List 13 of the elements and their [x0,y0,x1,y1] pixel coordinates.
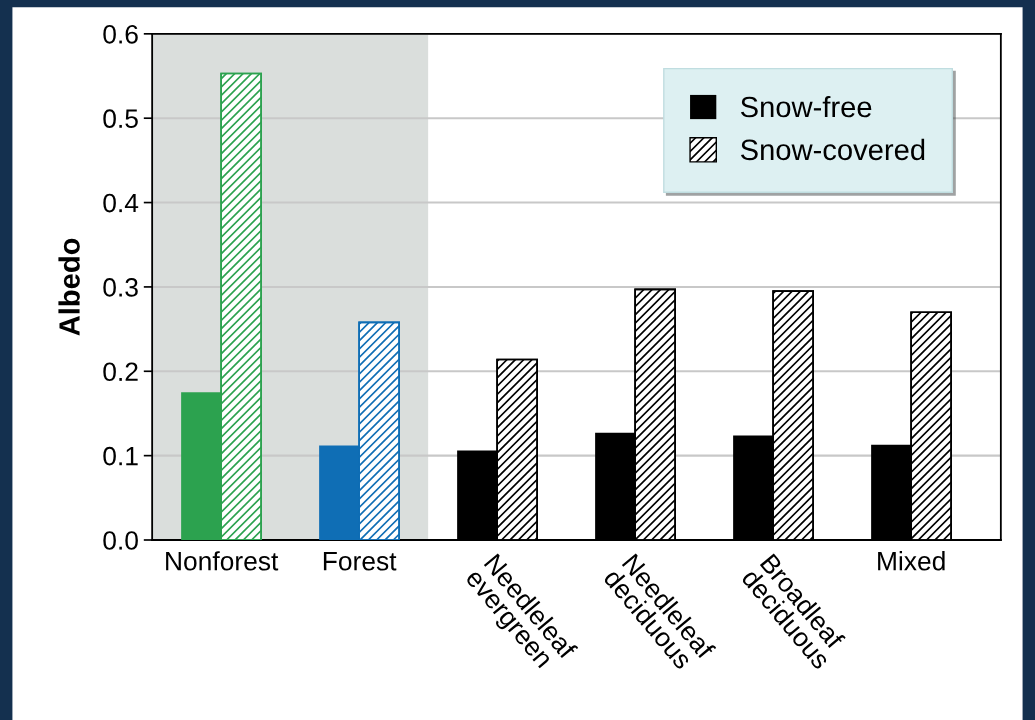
y-tick-label: 0.5 [103,109,138,129]
legend-label: Snow-free [740,95,872,118]
y-tick-label: 0.6 [103,24,138,44]
y-tick-label: 0.1 [103,446,138,466]
legend-label: Snow-covered [740,138,925,161]
y-axis-title: Albedo [58,238,80,336]
y-tick-label: 0.3 [103,278,138,297]
x-tick-label: Mixed [878,551,945,571]
y-tick-label: 0.0 [103,531,138,550]
y-tick-label: 0.4 [103,193,139,213]
x-tick-label: Forest [323,552,397,571]
x-tick-label: Nonforest [166,551,279,571]
y-tick-label: 0.2 [103,362,138,382]
